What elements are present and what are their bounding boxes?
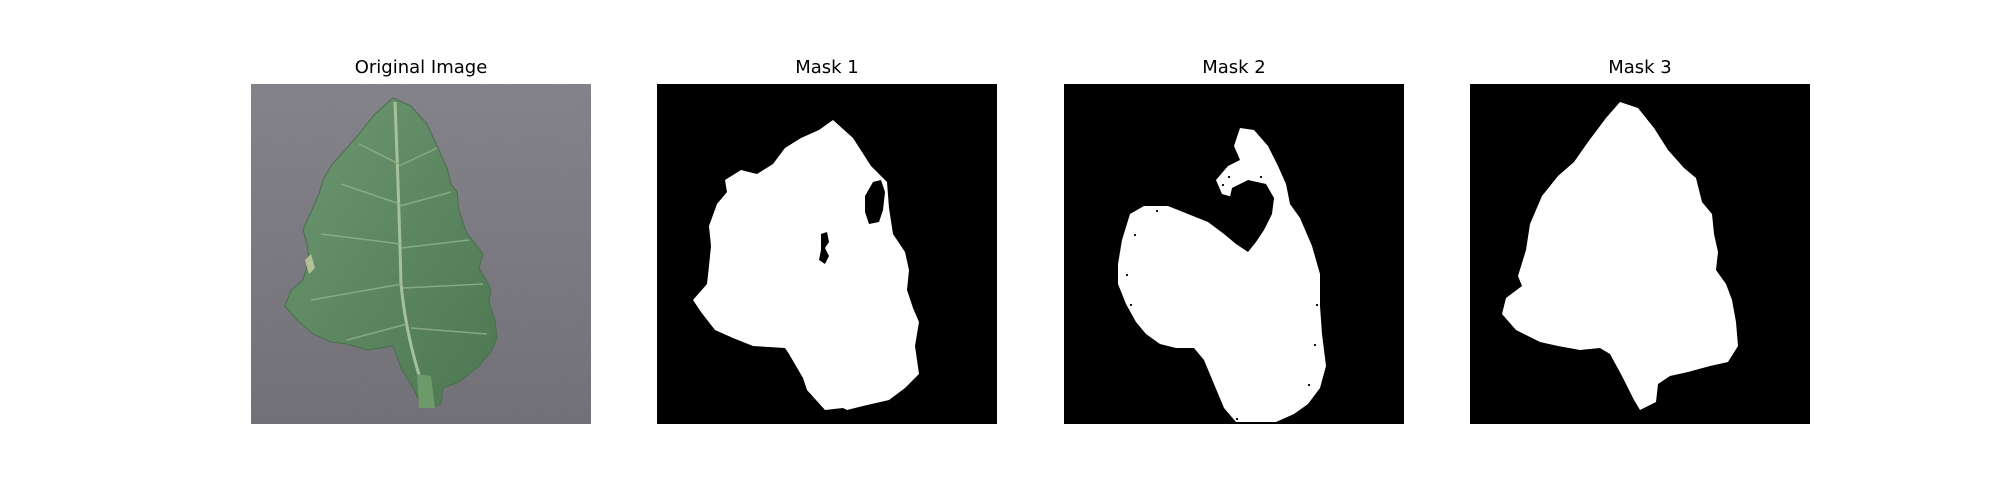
mask-3-svg bbox=[1470, 84, 1810, 424]
mask-region bbox=[1502, 102, 1738, 410]
mask-region bbox=[1118, 128, 1326, 422]
leaf-photo-svg bbox=[251, 84, 591, 424]
leaf-stem bbox=[417, 374, 435, 408]
panel-mask-2: Mask 2 bbox=[1064, 53, 1404, 424]
panel-title: Original Image bbox=[354, 57, 488, 78]
panel-original-image: Original Image bbox=[251, 53, 591, 424]
mask-2-svg bbox=[1064, 84, 1404, 424]
mask-1-image bbox=[657, 84, 997, 424]
panel-title: Mask 3 bbox=[1608, 57, 1672, 78]
leaf-photo bbox=[251, 84, 591, 424]
panel-title: Mask 2 bbox=[1202, 57, 1266, 78]
mask-region bbox=[693, 120, 919, 410]
panel-mask-3: Mask 3 bbox=[1470, 53, 1810, 424]
panel-title: Mask 1 bbox=[795, 57, 859, 78]
mask-2-image bbox=[1064, 84, 1404, 424]
mask-1-svg bbox=[657, 84, 997, 424]
mask-3-image bbox=[1470, 84, 1810, 424]
panel-mask-1: Mask 1 bbox=[657, 53, 997, 424]
